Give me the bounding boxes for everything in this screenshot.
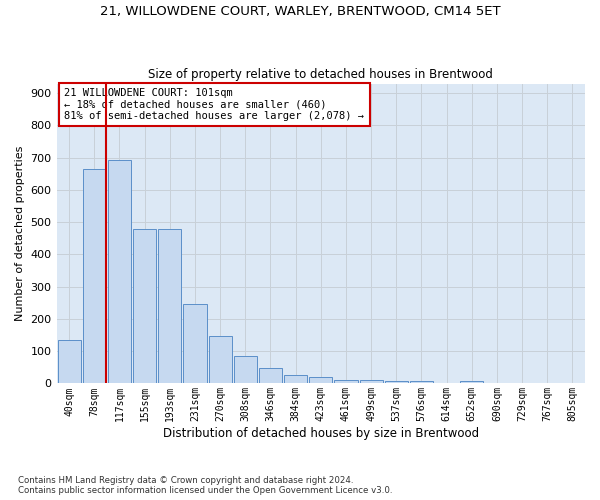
Text: 21 WILLOWDENE COURT: 101sqm
← 18% of detached houses are smaller (460)
81% of se: 21 WILLOWDENE COURT: 101sqm ← 18% of det… [64, 88, 364, 122]
Text: Contains HM Land Registry data © Crown copyright and database right 2024.
Contai: Contains HM Land Registry data © Crown c… [18, 476, 392, 495]
X-axis label: Distribution of detached houses by size in Brentwood: Distribution of detached houses by size … [163, 427, 479, 440]
Title: Size of property relative to detached houses in Brentwood: Size of property relative to detached ho… [148, 68, 493, 81]
Bar [209, 336, 232, 384]
Bar [460, 381, 484, 384]
Bar [284, 376, 307, 384]
Text: 21, WILLOWDENE COURT, WARLEY, BRENTWOOD, CM14 5ET: 21, WILLOWDENE COURT, WARLEY, BRENTWOOD,… [100, 5, 500, 18]
Bar [309, 377, 332, 384]
Bar [410, 382, 433, 384]
Bar [184, 304, 206, 384]
Bar [83, 169, 106, 384]
Bar [359, 380, 383, 384]
Bar [158, 230, 181, 384]
Bar [133, 228, 156, 384]
Bar [334, 380, 358, 384]
Bar [259, 368, 282, 384]
Y-axis label: Number of detached properties: Number of detached properties [15, 146, 25, 321]
Bar [385, 382, 408, 384]
Bar [234, 356, 257, 384]
Bar [108, 160, 131, 384]
Bar [58, 340, 80, 384]
